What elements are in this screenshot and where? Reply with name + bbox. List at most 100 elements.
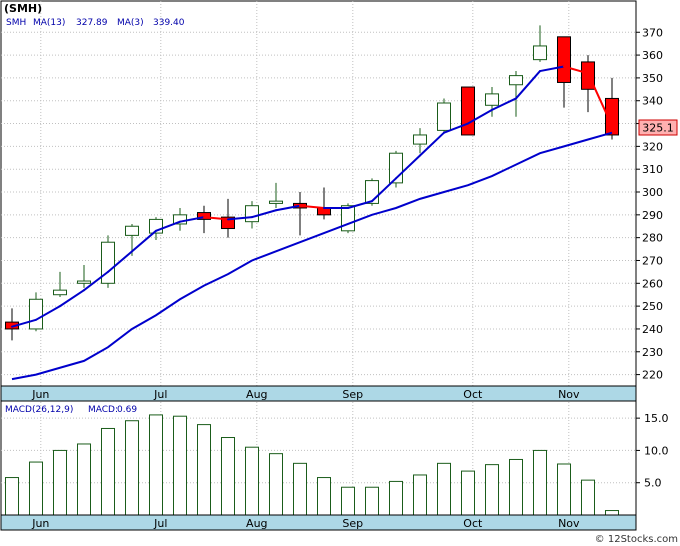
ma3-line-segment (107, 250, 133, 273)
macd-bar (485, 464, 499, 516)
candle-body-up (485, 93, 499, 106)
ma3-line-segment (35, 305, 61, 321)
macd-bar (461, 470, 475, 516)
price-y-tick-label: 350 (642, 72, 663, 85)
ma3-line-segment (59, 289, 85, 308)
macd-bar (173, 415, 187, 516)
macd-bar (149, 414, 163, 516)
macd-bar (605, 510, 619, 516)
price-y-tick-label: 270 (642, 254, 663, 267)
ma3-line-segment (587, 72, 613, 127)
price-x-tick-label: Sep (342, 388, 363, 401)
price-y-tick-label: 240 (642, 323, 663, 336)
macd-bar (533, 449, 547, 516)
ma3-line-segment (275, 204, 301, 212)
macd-x-axis-labels: Jun Jul Aug Sep Oct Nov (31, 517, 580, 530)
price-y-tick-label: 310 (642, 163, 663, 176)
ma3-line-segment (203, 216, 229, 221)
price-x-tick-label: Oct (463, 388, 483, 401)
price-x-axis-band (0, 385, 637, 402)
ma3-line-segment (131, 229, 157, 253)
price-y-tick-label: 360 (642, 49, 663, 62)
price-y-tick-label: 250 (642, 300, 663, 313)
ma3-line-segment (563, 65, 589, 75)
legend-ma13-label: MA(13) (33, 18, 65, 28)
ma3-line-segment (395, 154, 421, 180)
macd-bar (581, 479, 595, 516)
candle-body-up (101, 241, 115, 284)
watermark: © 12Stocks.com (595, 534, 678, 545)
macd-legend-name: MACD: (88, 405, 118, 415)
candle-body-down (461, 86, 475, 136)
candle-body-up (125, 225, 139, 236)
candle-body-up (341, 205, 355, 232)
price-y-tick-label: 340 (642, 95, 663, 108)
macd-bar (365, 486, 379, 516)
ma3-line-segment (227, 216, 253, 221)
macd-x-tick-label: Aug (246, 517, 267, 530)
macd-x-tick-label: Oct (463, 517, 483, 530)
candle-body-down (317, 207, 331, 216)
price-plot-area (5, 25, 619, 381)
candle-body-down (557, 36, 571, 83)
price-y-tick-label: 320 (642, 140, 663, 153)
price-y-tick-label: 370 (642, 26, 663, 39)
macd-x-tick-label: Sep (342, 517, 363, 530)
price-y-tick-label: 260 (642, 277, 663, 290)
macd-x-tick-label: Nov (558, 517, 580, 530)
ma3-line-segment (419, 131, 445, 157)
macd-x-tick-label: Jul (153, 517, 167, 530)
macd-legend-label: MACD(26,12,9) (5, 405, 73, 415)
ma3-line-segment (11, 318, 37, 328)
price-x-tick-label: Aug (246, 388, 267, 401)
macd-bar (557, 463, 571, 516)
macd-bar (53, 449, 67, 516)
price-y-tick-label: 230 (642, 346, 663, 359)
ma3-line-segment (371, 177, 397, 203)
ma3-line-segment (179, 216, 205, 223)
macd-x-axis-band (0, 514, 637, 531)
macd-plot-area (5, 414, 619, 516)
price-y-tick-label: 290 (642, 209, 663, 222)
legend-ma3-value: 339.40 (153, 18, 185, 28)
macd-bar (269, 453, 283, 516)
ma3-line-segment (443, 122, 469, 134)
macd-bar (29, 461, 43, 516)
macd-y-axis-labels: 5.0 10.0 15.0 (636, 412, 669, 490)
last-price-badge-box (638, 119, 678, 136)
candle-body-down (221, 216, 235, 230)
price-y-axis-labels: 2202302402502602702802903003103203303403… (636, 26, 663, 382)
candle-body-up (29, 298, 43, 330)
ma3-line-segment (539, 65, 565, 73)
candle-body-up (53, 289, 67, 296)
candle-body-up (173, 214, 187, 225)
legend-ticker: SMH (6, 18, 26, 28)
price-x-tick-label: Jul (153, 388, 167, 401)
candle-body-up (413, 134, 427, 145)
legend-ma3-label: MA(3) (117, 18, 144, 28)
macd-bar (125, 420, 139, 516)
price-grid (1, 1, 636, 386)
ma3-line-segment (83, 270, 109, 292)
macd-bar (341, 486, 355, 516)
candle-body-up (245, 205, 259, 223)
ma3-line-segment (467, 108, 493, 125)
price-y-tick-label: 280 (642, 232, 663, 245)
last-price-badge: 325.1 (642, 122, 674, 135)
price-x-tick-label: Jun (31, 388, 49, 401)
macd-y-tick-label: 5.0 (644, 477, 662, 490)
price-panel (0, 0, 637, 399)
candle-body-down (197, 212, 211, 220)
ma3-line-segment (491, 97, 517, 111)
macd-legend-value: 0.69 (117, 405, 137, 415)
macd-bar (101, 427, 115, 516)
macd-bar (389, 480, 403, 516)
ma3-line-segment (155, 220, 181, 232)
macd-bar (245, 446, 259, 516)
macd-x-tick-label: Jun (31, 517, 49, 530)
price-y-tick-label: 300 (642, 186, 663, 199)
price-x-axis-labels: Jun Jul Aug Sep Oct Nov (31, 388, 580, 401)
macd-bar (197, 424, 211, 516)
chart-title: (SMH) (4, 2, 42, 15)
candle-body-up (509, 75, 523, 86)
